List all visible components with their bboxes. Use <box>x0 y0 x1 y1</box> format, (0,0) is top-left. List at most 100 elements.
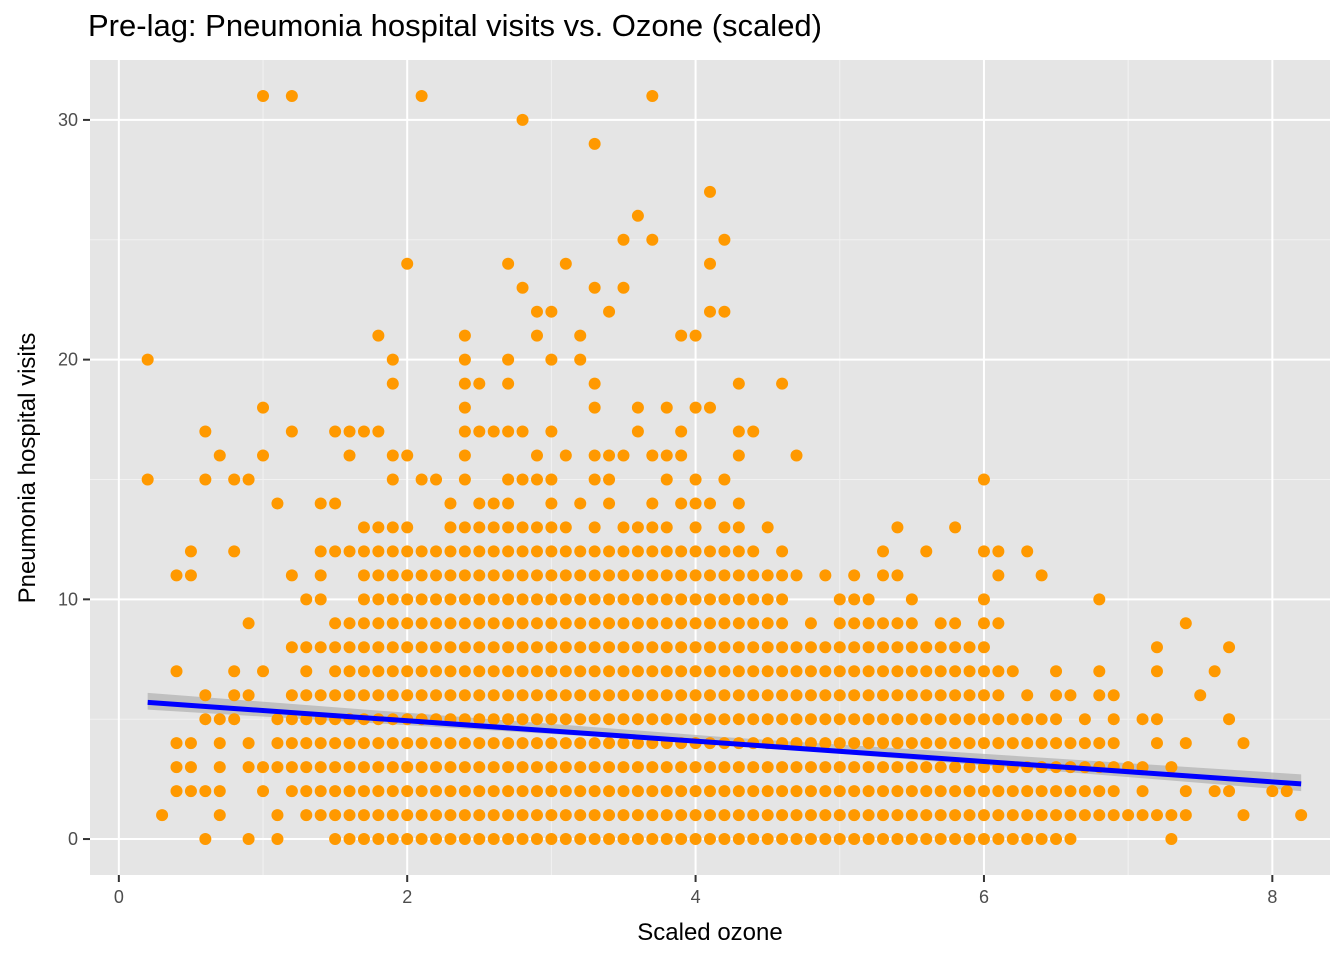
data-point <box>631 665 644 678</box>
data-point <box>473 761 486 774</box>
data-point <box>617 641 630 654</box>
data-point <box>833 761 846 774</box>
data-point <box>1021 737 1034 750</box>
data-point <box>862 617 875 630</box>
data-point <box>862 809 875 822</box>
data-point <box>285 761 298 774</box>
data-point <box>574 809 587 822</box>
data-point <box>660 449 673 462</box>
data-point <box>415 785 428 798</box>
data-point <box>949 521 962 534</box>
data-point <box>833 641 846 654</box>
data-point <box>458 785 471 798</box>
data-point <box>430 785 443 798</box>
data-point <box>689 617 702 630</box>
data-point <box>718 593 731 606</box>
data-point <box>357 545 370 558</box>
data-point <box>704 833 716 846</box>
data-point <box>588 377 601 390</box>
data-point <box>603 449 616 462</box>
data-point <box>848 617 861 630</box>
data-point <box>747 425 760 438</box>
data-point <box>473 737 486 750</box>
data-point <box>559 569 572 582</box>
data-point <box>213 713 226 726</box>
y-axis-title: Pneumonia hospital visits <box>14 333 41 604</box>
data-point <box>343 545 356 558</box>
data-point <box>574 353 587 366</box>
data-point <box>660 665 673 678</box>
data-point <box>646 545 659 558</box>
data-point <box>343 689 356 702</box>
data-point <box>776 761 789 774</box>
data-point <box>848 737 861 750</box>
data-point <box>314 809 327 822</box>
data-point <box>891 689 904 702</box>
data-point <box>516 473 529 486</box>
data-point <box>228 473 241 486</box>
data-point <box>300 593 313 606</box>
data-point <box>905 713 918 726</box>
data-point <box>487 737 500 750</box>
data-point <box>444 809 457 822</box>
data-point <box>833 713 846 726</box>
data-point <box>732 665 745 678</box>
data-point <box>1237 809 1250 822</box>
data-point <box>1122 809 1135 822</box>
data-point <box>704 305 716 318</box>
data-point <box>790 809 803 822</box>
data-point <box>1021 713 1034 726</box>
data-point <box>1050 689 1063 702</box>
data-point <box>833 737 846 750</box>
data-point <box>718 233 731 246</box>
data-point <box>675 785 688 798</box>
data-point <box>516 761 529 774</box>
data-point <box>372 425 385 438</box>
data-point <box>848 761 861 774</box>
data-point <box>343 425 356 438</box>
data-point <box>732 521 745 534</box>
data-point <box>732 377 745 390</box>
data-point <box>559 641 572 654</box>
data-point <box>747 833 760 846</box>
data-point <box>329 425 342 438</box>
data-point <box>603 497 616 510</box>
data-point <box>502 833 515 846</box>
data-point <box>502 257 515 270</box>
data-point <box>444 593 457 606</box>
data-point <box>1150 713 1163 726</box>
data-point <box>357 833 370 846</box>
data-point <box>545 593 558 606</box>
data-point <box>516 521 529 534</box>
data-point <box>977 785 990 798</box>
points-layer <box>141 89 1308 846</box>
data-point <box>430 617 443 630</box>
data-point <box>401 257 414 270</box>
data-point <box>559 761 572 774</box>
data-point <box>804 617 817 630</box>
data-point <box>732 641 745 654</box>
data-point <box>977 737 990 750</box>
data-point <box>646 449 659 462</box>
data-point <box>1295 809 1308 822</box>
data-point <box>559 665 572 678</box>
data-point <box>458 665 471 678</box>
data-point <box>862 737 875 750</box>
data-point <box>473 617 486 630</box>
data-point <box>1021 785 1034 798</box>
data-point <box>588 713 601 726</box>
data-point <box>1107 809 1120 822</box>
data-point <box>357 689 370 702</box>
data-point <box>631 713 644 726</box>
data-point <box>444 521 457 534</box>
data-point <box>401 641 414 654</box>
data-point <box>487 689 500 702</box>
data-point <box>631 641 644 654</box>
data-point <box>314 569 327 582</box>
data-point <box>357 665 370 678</box>
data-point <box>934 617 947 630</box>
data-point <box>430 473 443 486</box>
data-point <box>776 809 789 822</box>
data-point <box>242 761 255 774</box>
data-point <box>877 689 890 702</box>
